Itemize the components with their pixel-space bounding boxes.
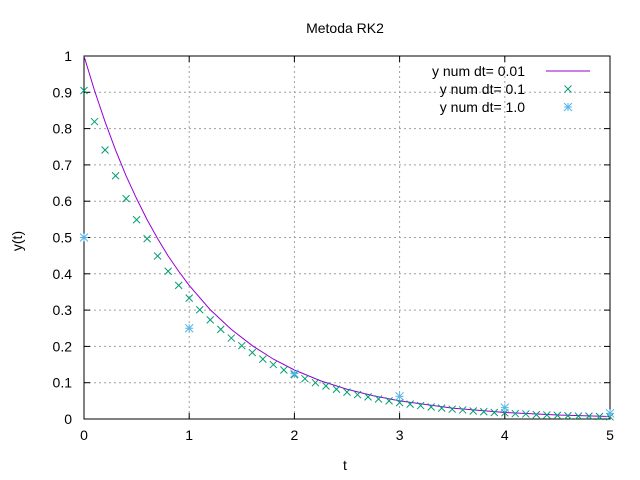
data-point-star <box>184 323 194 333</box>
series-layer <box>79 55 615 421</box>
data-point-x <box>90 117 99 126</box>
data-point-x <box>595 412 604 421</box>
data-point-x <box>416 401 425 410</box>
data-point-x <box>195 305 204 314</box>
data-point-x <box>543 411 551 419</box>
chart-title: Metoda RK2 <box>306 20 384 36</box>
data-point-star <box>605 408 615 418</box>
data-point-x <box>269 360 278 369</box>
data-point-x <box>574 412 583 420</box>
data-point-x <box>532 410 541 419</box>
data-point-x <box>132 215 141 224</box>
data-point-x <box>353 390 362 399</box>
data-point-x <box>458 406 467 414</box>
data-point-x <box>280 366 288 374</box>
data-point-x <box>479 407 488 416</box>
y-tick-label: 0.1 <box>53 375 73 391</box>
data-point-x <box>406 400 414 408</box>
data-point-x <box>448 405 457 414</box>
y-axis-label: y(t) <box>9 231 25 251</box>
data-point-x <box>427 403 436 411</box>
x-tick-label: 3 <box>396 427 404 443</box>
data-point-x <box>553 411 562 420</box>
data-point-x <box>585 412 593 420</box>
data-point-x <box>322 382 330 390</box>
legend-label: y num dt= 1.0 <box>440 99 525 115</box>
data-point-x <box>385 396 393 405</box>
data-point-star <box>79 233 89 242</box>
data-point-x <box>80 86 88 95</box>
data-point-x <box>332 385 341 394</box>
plot-frame <box>83 55 611 420</box>
data-point-x <box>111 171 120 180</box>
data-point-star <box>290 369 299 378</box>
y-tick-label: 0.9 <box>53 84 73 100</box>
x-axis-label: t <box>343 457 347 473</box>
data-point-star <box>500 403 510 413</box>
data-point-x <box>364 393 372 401</box>
data-point-x <box>227 334 236 342</box>
x-tick-label: 0 <box>80 427 88 443</box>
data-point-x <box>216 325 225 334</box>
y-tick-label: 0.3 <box>53 302 73 318</box>
legend-swatch-x <box>564 85 572 93</box>
legend-swatch-star <box>563 102 573 112</box>
legend-label: y num dt= 0.01 <box>432 63 525 79</box>
data-point-x <box>395 398 404 407</box>
data-point-x <box>511 409 520 418</box>
data-point-x <box>490 408 499 417</box>
legend: y num dt= 0.01 y num dt= 0.1 y num dt= 1.0 <box>432 63 590 115</box>
data-point-x <box>311 378 320 387</box>
data-point-x <box>122 194 130 203</box>
y-tick-label: 0.6 <box>53 193 73 209</box>
data-point-x <box>437 404 446 412</box>
data-point-x <box>101 146 109 154</box>
data-point-x <box>237 341 246 350</box>
data-point-x <box>153 252 162 260</box>
data-point-x <box>521 410 530 418</box>
y-tick-label: 0.5 <box>53 230 73 246</box>
data-point-x <box>374 395 383 403</box>
legend-label: y num dt= 0.1 <box>440 81 525 97</box>
y-tick-label: 0 <box>64 411 72 427</box>
series-line-0 <box>83 55 611 417</box>
x-tick-label: 4 <box>501 427 509 443</box>
y-tick-label: 0.8 <box>53 121 73 137</box>
data-point-x <box>206 316 215 324</box>
grid <box>84 56 610 419</box>
data-point-x <box>343 388 351 396</box>
y-tick-label: 0.2 <box>53 338 73 354</box>
data-point-x <box>185 294 194 302</box>
y-tick-label: 0.7 <box>53 157 73 173</box>
y-tick-label: 0.4 <box>53 266 73 282</box>
data-point-x <box>301 374 309 383</box>
x-tick-label: 5 <box>606 427 614 443</box>
data-point-star <box>395 391 404 401</box>
x-tick-label: 2 <box>291 427 299 443</box>
axis-ticks: 0 1 2 3 4 5 0 0.1 0.2 0.3 0.4 0.5 0.6 0.7 0.8 0.9 1 <box>53 48 615 443</box>
data-point-x <box>564 411 572 420</box>
data-point-x <box>174 281 183 290</box>
data-point-x <box>469 407 478 415</box>
y-tick-label: 1 <box>64 48 72 64</box>
data-point-x <box>248 348 257 357</box>
data-point-x <box>143 234 151 243</box>
x-tick-label: 1 <box>185 427 193 443</box>
data-point-x <box>164 267 173 276</box>
data-point-x <box>258 355 267 363</box>
